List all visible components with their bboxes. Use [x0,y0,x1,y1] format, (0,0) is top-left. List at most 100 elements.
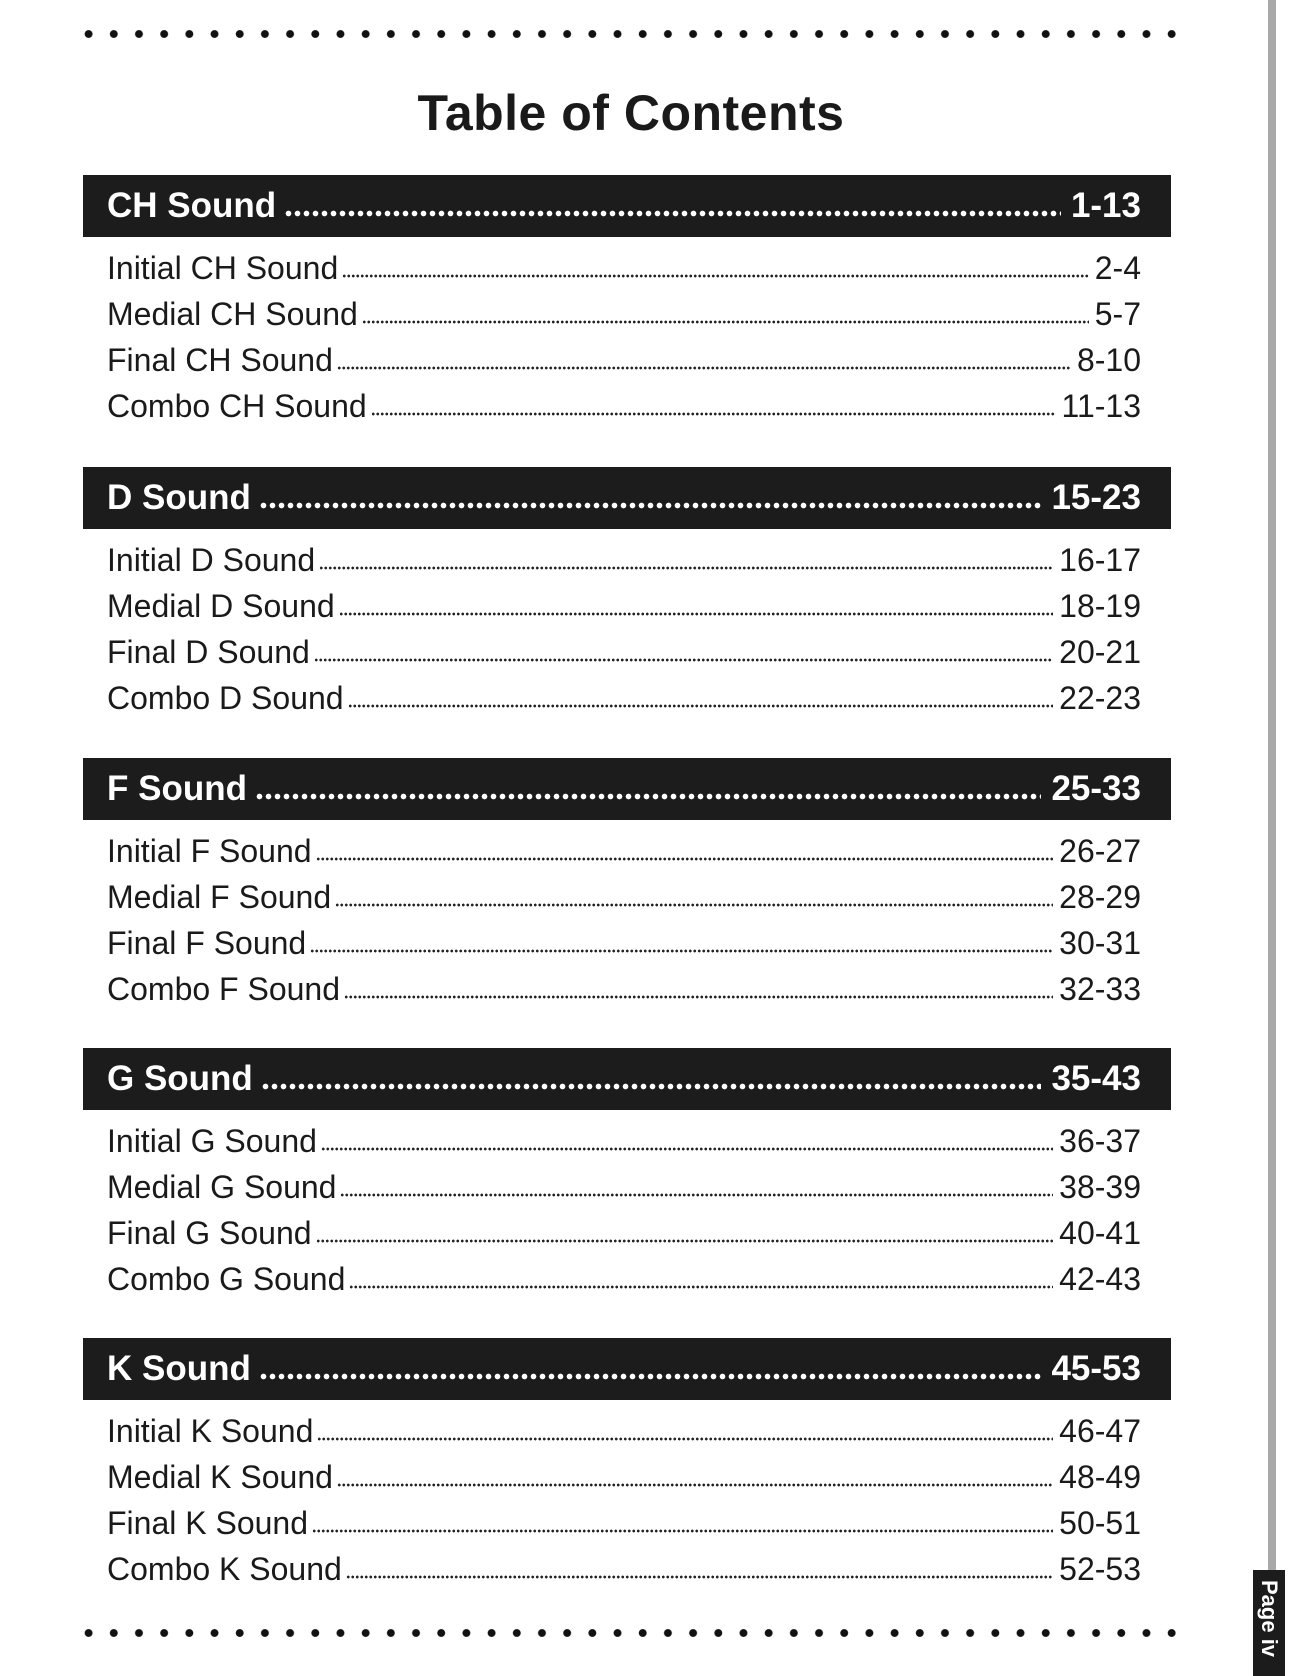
entry-pages: 40-41 [1059,1214,1141,1251]
dot-leader [340,1193,1054,1197]
dot-leader [312,1529,1054,1533]
entry-label: Final K Sound [107,1504,309,1541]
dot-leader [260,1081,1042,1091]
toc-entry[interactable]: Medial D Sound 18-19 [107,583,1141,629]
entry-pages: 28-29 [1059,878,1141,915]
section-header[interactable]: K Sound 45-53 [83,1338,1171,1400]
section-header[interactable]: CH Sound 1-13 [83,175,1171,237]
entry-label: Initial G Sound [107,1122,317,1159]
entry-label: Medial CH Sound [107,295,358,332]
scrollbar[interactable] [1268,0,1276,1572]
section-header[interactable]: F Sound 25-33 [83,758,1171,820]
toc-entry[interactable]: Final F Sound 30-31 [107,920,1141,966]
toc-entry[interactable]: Initial G Sound 36-37 [107,1118,1141,1164]
entry-label: Combo G Sound [107,1260,346,1297]
toc-entry[interactable]: Combo G Sound 42-43 [107,1256,1141,1302]
entry-pages: 32-33 [1059,970,1141,1007]
entry-label: Initial K Sound [107,1412,314,1449]
dot-leader [349,1285,1054,1289]
entry-pages: 30-31 [1059,924,1141,961]
entry-label: Final F Sound [107,924,307,961]
toc-entry[interactable]: Initial CH Sound 2-4 [107,245,1141,291]
dot-leader [347,704,1054,708]
dot-leader [336,1483,1054,1487]
toc-entry[interactable]: Final G Sound 40-41 [107,1210,1141,1256]
toc-section: F Sound 25-33 Initial F Sound 26-27 Medi… [83,758,1171,1012]
entry-label: Initial F Sound [107,832,312,869]
top-dotted-border [76,29,1182,39]
toc-section: G Sound 35-43 Initial G Sound 36-37 Medi… [83,1048,1171,1302]
entry-pages: 5-7 [1094,295,1141,332]
section-pages: 45-53 [1051,1349,1141,1388]
dot-leader [317,1437,1054,1441]
entry-pages: 42-43 [1059,1260,1141,1297]
entry-pages: 38-39 [1059,1168,1141,1205]
entry-label: Final D Sound [107,633,310,670]
toc-section: K Sound 45-53 Initial K Sound 46-47 Medi… [83,1338,1171,1592]
toc-entry[interactable]: Final CH Sound 8-10 [107,337,1141,383]
dot-leader [336,366,1071,370]
entry-label: Initial CH Sound [107,249,339,286]
entry-pages: 22-23 [1059,679,1141,716]
entry-pages: 26-27 [1059,832,1141,869]
section-title: D Sound [107,478,251,517]
section-title: G Sound [107,1059,253,1098]
dot-leader [258,1371,1042,1381]
dot-leader [361,320,1089,324]
section-header[interactable]: G Sound 35-43 [83,1048,1171,1110]
section-pages: 15-23 [1051,478,1141,517]
dot-leader [284,208,1061,218]
entry-label: Final CH Sound [107,341,333,378]
section-title: F Sound [107,769,247,808]
dot-leader [338,612,1054,616]
entry-pages: 8-10 [1076,341,1141,378]
toc-entry[interactable]: Medial G Sound 38-39 [107,1164,1141,1210]
entry-label: Combo CH Sound [107,387,367,424]
section-pages: 35-43 [1051,1059,1141,1098]
entry-pages: 11-13 [1061,387,1141,424]
toc-entry[interactable]: Initial D Sound 16-17 [107,537,1141,583]
entry-pages: 36-37 [1059,1122,1141,1159]
entry-pages: 16-17 [1059,541,1141,578]
toc-entry[interactable]: Final K Sound 50-51 [107,1500,1141,1546]
page-number-tab: Page iv [1253,1570,1285,1676]
toc-section: CH Sound 1-13 Initial CH Sound 2-4 Media… [83,175,1171,429]
toc-entry[interactable]: Combo CH Sound 11-13 [107,383,1141,429]
toc-entry[interactable]: Medial F Sound 28-29 [107,874,1141,920]
section-pages: 25-33 [1051,769,1141,808]
dot-leader [315,857,1054,861]
toc-entry[interactable]: Medial K Sound 48-49 [107,1454,1141,1500]
entry-pages: 20-21 [1059,633,1141,670]
toc-entry[interactable]: Initial K Sound 46-47 [107,1408,1141,1454]
entry-pages: 18-19 [1059,587,1141,624]
section-title: K Sound [107,1349,251,1388]
entry-label: Combo F Sound [107,970,341,1007]
entry-label: Final G Sound [107,1214,312,1251]
dot-leader [342,274,1089,278]
section-title: CH Sound [107,186,277,225]
entry-pages: 52-53 [1059,1550,1141,1587]
toc-entry[interactable]: Medial CH Sound 5-7 [107,291,1141,337]
page-title: Table of Contents [417,85,845,141]
dot-leader [345,1575,1054,1579]
entry-label: Medial G Sound [107,1168,337,1205]
entry-label: Medial D Sound [107,587,335,624]
entry-label: Combo D Sound [107,679,344,716]
section-header[interactable]: D Sound 15-23 [83,467,1171,529]
entry-pages: 2-4 [1094,249,1141,286]
toc-entry[interactable]: Combo K Sound 52-53 [107,1546,1141,1592]
entry-pages: 48-49 [1059,1458,1141,1495]
toc-entry[interactable]: Combo F Sound 32-33 [107,966,1141,1012]
dot-leader [258,500,1042,510]
entry-label: Initial D Sound [107,541,316,578]
dot-leader [344,995,1054,999]
dot-leader [313,658,1054,662]
entry-label: Medial K Sound [107,1458,333,1495]
dot-leader [319,566,1054,570]
toc-entry[interactable]: Final D Sound 20-21 [107,629,1141,675]
toc-entry[interactable]: Initial F Sound 26-27 [107,828,1141,874]
toc-entry[interactable]: Combo D Sound 22-23 [107,675,1141,721]
dot-leader [320,1147,1054,1151]
bottom-dotted-border [76,1628,1182,1638]
dot-leader [254,791,1042,801]
